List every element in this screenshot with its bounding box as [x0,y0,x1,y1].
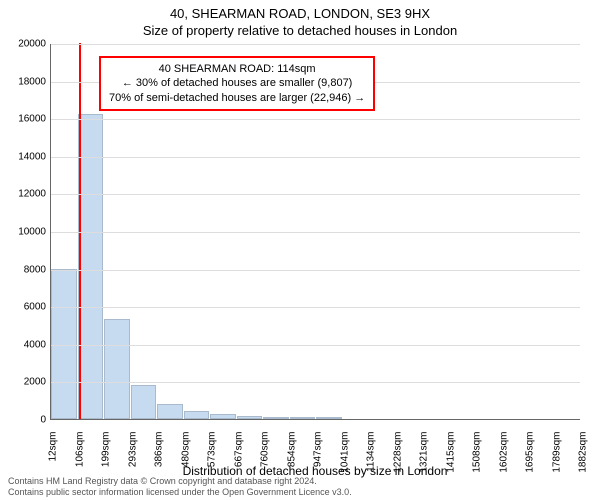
histogram-bar [316,417,342,419]
y-tick-label: 12000 [18,189,46,200]
x-tick-label: 12sqm [48,432,59,462]
histogram-bar [131,385,157,419]
x-tick-label: 386sqm [154,432,165,468]
gridline [51,157,580,158]
x-tick-label: 480sqm [180,432,191,468]
histogram-bar [104,319,130,419]
y-axis: 0200040006000800010000120001400016000180… [16,44,50,420]
histogram-bar [78,114,104,419]
x-tick-label: 106sqm [74,432,85,468]
y-tick-label: 10000 [18,227,46,238]
x-tick-label: 760sqm [260,432,271,468]
histogram-bar [237,416,263,419]
annotation-line1: 40 SHEARMAN ROAD: 114sqm [109,62,365,76]
x-tick-label: 573sqm [207,432,218,468]
histogram-bar [290,417,316,419]
x-tick-label: 854sqm [286,432,297,468]
title-sub: Size of property relative to detached ho… [0,21,600,38]
footer-line2: Contains public sector information licen… [8,487,352,498]
annotation-line2: ← 30% of detached houses are smaller (9,… [109,76,365,90]
gridline [51,382,580,383]
x-tick-label: 947sqm [313,432,324,468]
y-tick-label: 14000 [18,151,46,162]
annotation-box: 40 SHEARMAN ROAD: 114sqm ← 30% of detach… [99,56,375,111]
histogram-bar [184,411,210,419]
title-main: 40, SHEARMAN ROAD, LONDON, SE3 9HX [0,0,600,21]
x-tick-label: 293sqm [127,432,138,468]
annotation-line3: 70% of semi-detached houses are larger (… [109,91,365,105]
histogram-bar [51,269,77,419]
x-tick-label: 667sqm [233,432,244,468]
y-tick-label: 18000 [18,76,46,87]
histogram-bar [210,414,236,419]
y-tick-label: 16000 [18,114,46,125]
y-tick-label: 4000 [24,339,46,350]
gridline [51,119,580,120]
y-tick-label: 8000 [24,264,46,275]
property-marker-line [79,43,81,419]
gridline [51,44,580,45]
chart-container: 40, SHEARMAN ROAD, LONDON, SE3 9HX Size … [0,0,600,500]
footer: Contains HM Land Registry data © Crown c… [8,476,352,498]
y-tick-label: 6000 [24,302,46,313]
x-tick-label: 199sqm [101,432,112,468]
histogram-bar [263,417,289,419]
histogram-bar [157,404,183,419]
y-tick-label: 20000 [18,39,46,50]
y-tick-label: 0 [40,415,46,426]
gridline [51,345,580,346]
chart-area: Number of detached properties 0200040006… [50,44,580,420]
footer-line1: Contains HM Land Registry data © Crown c… [8,476,352,487]
gridline [51,270,580,271]
gridline [51,307,580,308]
y-tick-label: 2000 [24,377,46,388]
gridline [51,232,580,233]
gridline [51,194,580,195]
